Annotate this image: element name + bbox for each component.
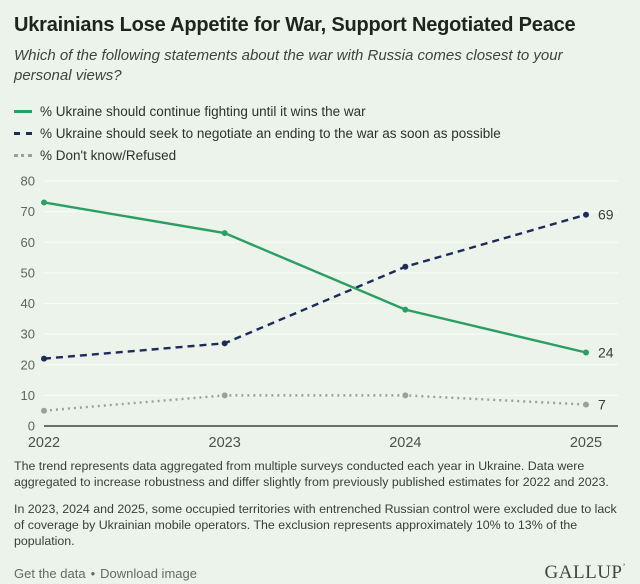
trend-line-chart: 0 10 20 30 40 50 60 70 80 2022 2023 2024 2025 7 69 24 (21, 173, 618, 451)
legend-item-dont-know: % Don't know/Refused (14, 145, 626, 167)
svg-text:2022: 2022 (28, 435, 60, 451)
svg-text:24: 24 (598, 344, 614, 360)
svg-text:70: 70 (21, 204, 35, 219)
svg-text:80: 80 (21, 173, 35, 188)
legend-item-continue-fighting: % Ukraine should continue fighting until… (14, 101, 626, 123)
legend-item-negotiate: % Ukraine should seek to negotiate an en… (14, 123, 626, 145)
gallup-logo: GALLUP’ (544, 562, 626, 584)
svg-text:69: 69 (598, 206, 614, 222)
dashed-line-icon (14, 132, 32, 135)
legend-label: % Don't know/Refused (40, 148, 177, 163)
page-title: Ukrainians Lose Appetite for War, Suppor… (14, 14, 576, 36)
svg-text:40: 40 (21, 296, 35, 311)
download-image-link[interactable]: Download image (100, 565, 197, 581)
footnote-coverage: In 2023, 2024 and 2025, some occupied te… (14, 501, 617, 548)
svg-text:7: 7 (598, 396, 606, 412)
trademark-icon: ’ (622, 562, 626, 573)
svg-text:20: 20 (21, 357, 35, 372)
legend-label: % Ukraine should continue fighting until… (40, 104, 366, 119)
solid-line-icon (14, 110, 32, 113)
get-the-data-link[interactable]: Get the data (14, 565, 86, 581)
svg-text:2025: 2025 (570, 435, 602, 451)
svg-text:30: 30 (21, 326, 35, 341)
chart-legend: % Ukraine should continue fighting until… (14, 101, 626, 167)
footnote-methodology: The trend represents data aggregated fro… (14, 458, 609, 489)
svg-text:2023: 2023 (209, 435, 241, 451)
bottom-bar: Get the data • Download image GALLUP’ (14, 562, 626, 584)
svg-text:50: 50 (21, 265, 35, 280)
dotted-line-icon (14, 154, 32, 157)
legend-label: % Ukraine should seek to negotiate an en… (40, 126, 501, 141)
link-separator: • (90, 565, 96, 581)
svg-text:2024: 2024 (389, 435, 421, 451)
svg-text:0: 0 (28, 418, 35, 433)
svg-text:60: 60 (21, 234, 35, 249)
survey-question: Which of the following statements about … (14, 47, 563, 85)
footer-links: Get the data • Download image (14, 566, 197, 581)
svg-text:10: 10 (21, 387, 35, 402)
